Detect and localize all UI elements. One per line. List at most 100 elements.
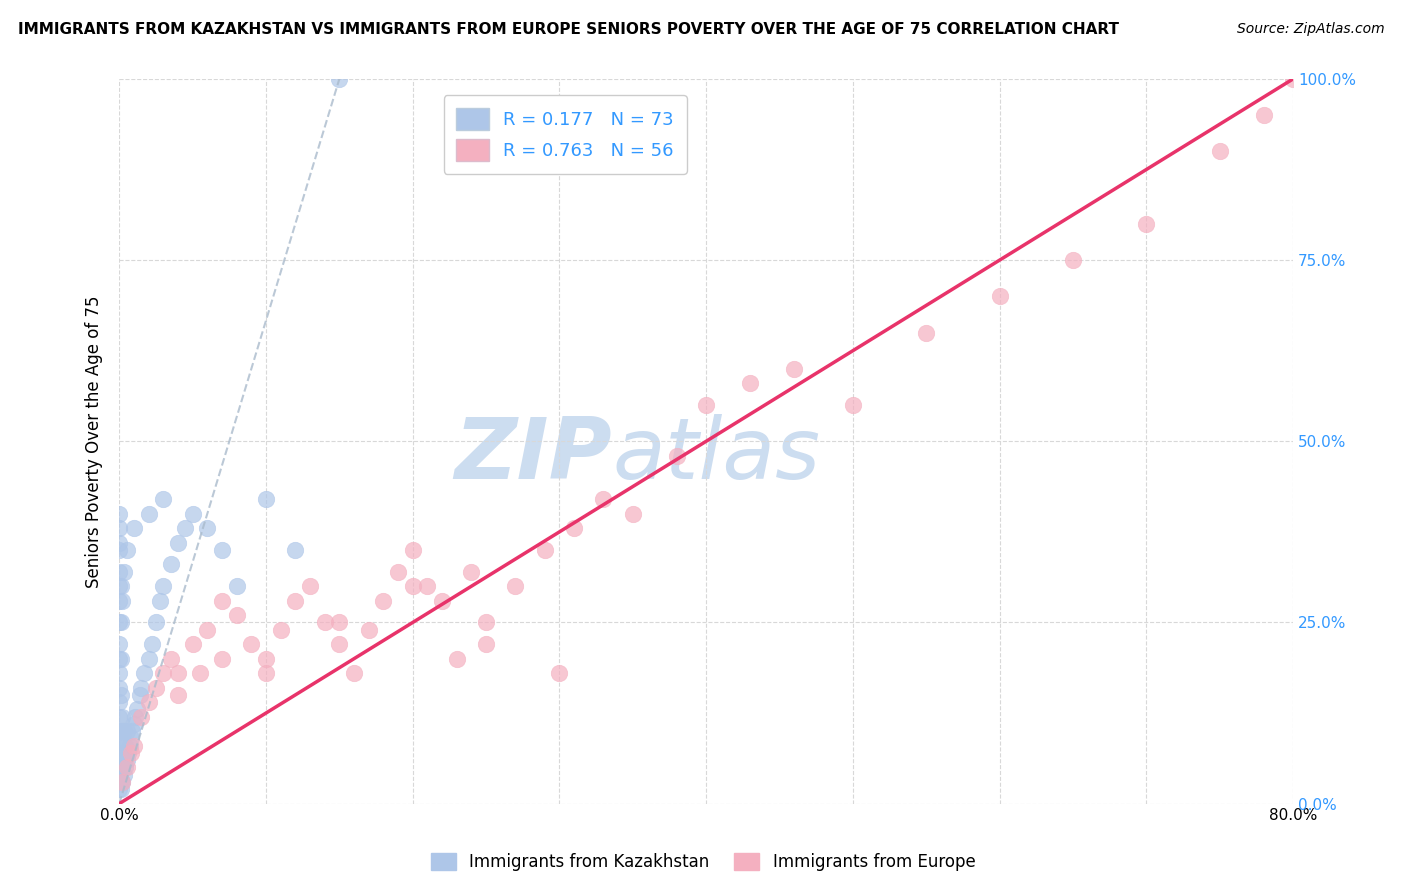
Point bbox=[328, 615, 350, 630]
Point bbox=[111, 709, 134, 723]
Point bbox=[592, 492, 614, 507]
Point bbox=[112, 724, 135, 739]
Point bbox=[167, 666, 190, 681]
Point bbox=[254, 666, 277, 681]
Point bbox=[1208, 145, 1230, 159]
Point bbox=[108, 760, 131, 774]
Point bbox=[110, 760, 132, 774]
Point bbox=[181, 637, 204, 651]
Point bbox=[112, 767, 135, 781]
Point bbox=[108, 535, 131, 549]
Point bbox=[225, 579, 247, 593]
Point bbox=[108, 507, 131, 521]
Point bbox=[138, 695, 160, 709]
Point bbox=[125, 702, 148, 716]
Point bbox=[122, 521, 145, 535]
Point bbox=[988, 289, 1011, 303]
Point bbox=[115, 753, 138, 767]
Point bbox=[416, 579, 439, 593]
Point bbox=[111, 775, 134, 789]
Point bbox=[108, 666, 131, 681]
Point bbox=[112, 565, 135, 579]
Point bbox=[533, 543, 555, 558]
Text: IMMIGRANTS FROM KAZAKHSTAN VS IMMIGRANTS FROM EUROPE SENIORS POVERTY OVER THE AG: IMMIGRANTS FROM KAZAKHSTAN VS IMMIGRANTS… bbox=[18, 22, 1119, 37]
Point bbox=[117, 746, 139, 760]
Point bbox=[1253, 108, 1275, 122]
Point bbox=[124, 709, 146, 723]
Point bbox=[110, 775, 132, 789]
Point bbox=[548, 666, 571, 681]
Point bbox=[108, 782, 131, 797]
Point bbox=[122, 717, 145, 731]
Point bbox=[562, 521, 585, 535]
Point bbox=[108, 739, 131, 753]
Point bbox=[475, 615, 498, 630]
Point bbox=[108, 565, 131, 579]
Point bbox=[211, 593, 233, 607]
Point bbox=[1062, 253, 1084, 268]
Text: ZIP: ZIP bbox=[454, 414, 612, 498]
Point bbox=[108, 637, 131, 651]
Point bbox=[149, 593, 172, 607]
Point bbox=[314, 615, 336, 630]
Point bbox=[128, 688, 150, 702]
Point bbox=[115, 760, 138, 774]
Point bbox=[159, 651, 181, 665]
Point bbox=[167, 688, 190, 702]
Point bbox=[357, 623, 380, 637]
Point bbox=[1135, 217, 1157, 231]
Point bbox=[108, 593, 131, 607]
Point bbox=[328, 637, 350, 651]
Point bbox=[284, 593, 307, 607]
Point bbox=[108, 709, 131, 723]
Point bbox=[152, 666, 174, 681]
Point bbox=[270, 623, 292, 637]
Point bbox=[842, 398, 865, 412]
Point bbox=[460, 565, 482, 579]
Point bbox=[284, 543, 307, 558]
Point bbox=[108, 651, 131, 665]
Point bbox=[110, 651, 132, 665]
Point bbox=[108, 681, 131, 695]
Text: Source: ZipAtlas.com: Source: ZipAtlas.com bbox=[1237, 22, 1385, 37]
Point bbox=[111, 760, 134, 774]
Point bbox=[108, 767, 131, 781]
Point bbox=[783, 361, 806, 376]
Point bbox=[174, 521, 197, 535]
Point bbox=[111, 593, 134, 607]
Point bbox=[328, 72, 350, 87]
Point bbox=[211, 543, 233, 558]
Legend: Immigrants from Kazakhstan, Immigrants from Europe: Immigrants from Kazakhstan, Immigrants f… bbox=[422, 845, 984, 880]
Point bbox=[343, 666, 366, 681]
Point bbox=[240, 637, 263, 651]
Point bbox=[915, 326, 938, 340]
Point bbox=[505, 579, 527, 593]
Point bbox=[138, 507, 160, 521]
Point bbox=[475, 637, 498, 651]
Point bbox=[145, 615, 167, 630]
Point bbox=[145, 681, 167, 695]
Point bbox=[152, 579, 174, 593]
Legend: R = 0.177   N = 73, R = 0.763   N = 56: R = 0.177 N = 73, R = 0.763 N = 56 bbox=[444, 95, 686, 174]
Point bbox=[621, 507, 644, 521]
Point bbox=[108, 615, 131, 630]
Point bbox=[141, 637, 163, 651]
Point bbox=[122, 739, 145, 753]
Y-axis label: Seniors Poverty Over the Age of 75: Seniors Poverty Over the Age of 75 bbox=[86, 295, 103, 588]
Point bbox=[211, 651, 233, 665]
Point bbox=[225, 608, 247, 623]
Point bbox=[110, 782, 132, 797]
Point bbox=[373, 593, 395, 607]
Point bbox=[138, 651, 160, 665]
Point bbox=[129, 709, 152, 723]
Point bbox=[120, 731, 142, 746]
Point bbox=[110, 688, 132, 702]
Point bbox=[114, 760, 136, 774]
Point bbox=[134, 666, 156, 681]
Point bbox=[118, 739, 141, 753]
Point bbox=[108, 746, 131, 760]
Point bbox=[115, 543, 138, 558]
Point bbox=[665, 449, 688, 463]
Point bbox=[108, 775, 131, 789]
Point bbox=[195, 623, 218, 637]
